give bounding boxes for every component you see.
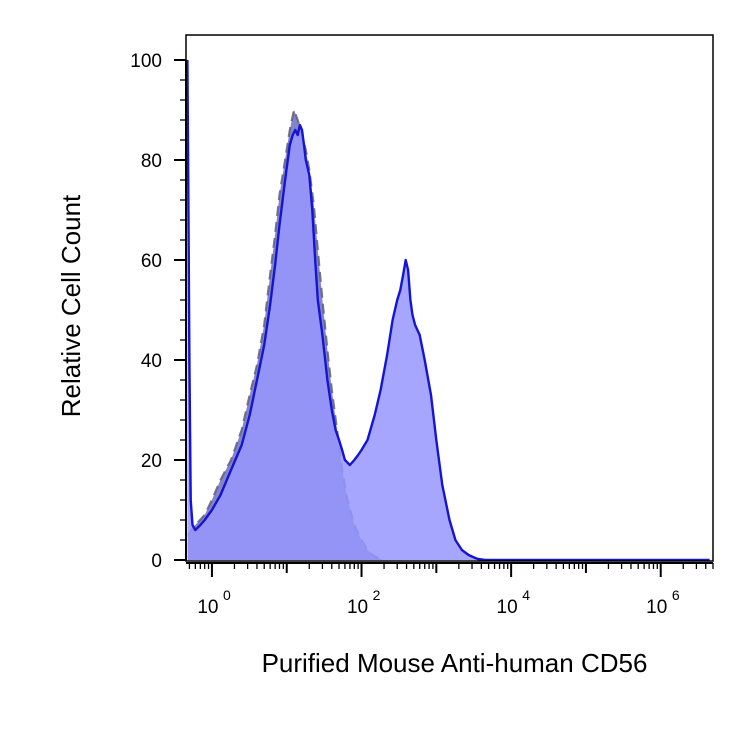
x-tick-exponent: 4 xyxy=(522,587,530,603)
x-tick-exponent: 6 xyxy=(672,587,680,603)
y-axis-title: Relative Cell Count xyxy=(56,194,86,417)
y-tick-label: 60 xyxy=(141,251,162,272)
plot-area xyxy=(186,59,710,562)
y-tick-label: 20 xyxy=(141,451,162,472)
series-line-cd56-stained xyxy=(186,59,710,562)
x-tick-exponent: 2 xyxy=(373,587,381,603)
series-fill-cd56-stained xyxy=(187,60,710,560)
x-tick-label: 10 xyxy=(197,597,218,618)
y-tick-label: 80 xyxy=(141,151,162,172)
y-tick-label: 0 xyxy=(151,551,162,572)
x-tick-exponent: 0 xyxy=(223,587,231,603)
y-tick-label: 100 xyxy=(130,51,162,72)
x-tick-label: 10 xyxy=(497,597,518,618)
x-tick-label: 10 xyxy=(646,597,667,618)
y-tick-label: 40 xyxy=(141,351,162,372)
x-axis-title: Purified Mouse Anti-human CD56 xyxy=(262,648,648,678)
x-tick-label: 10 xyxy=(347,597,368,618)
